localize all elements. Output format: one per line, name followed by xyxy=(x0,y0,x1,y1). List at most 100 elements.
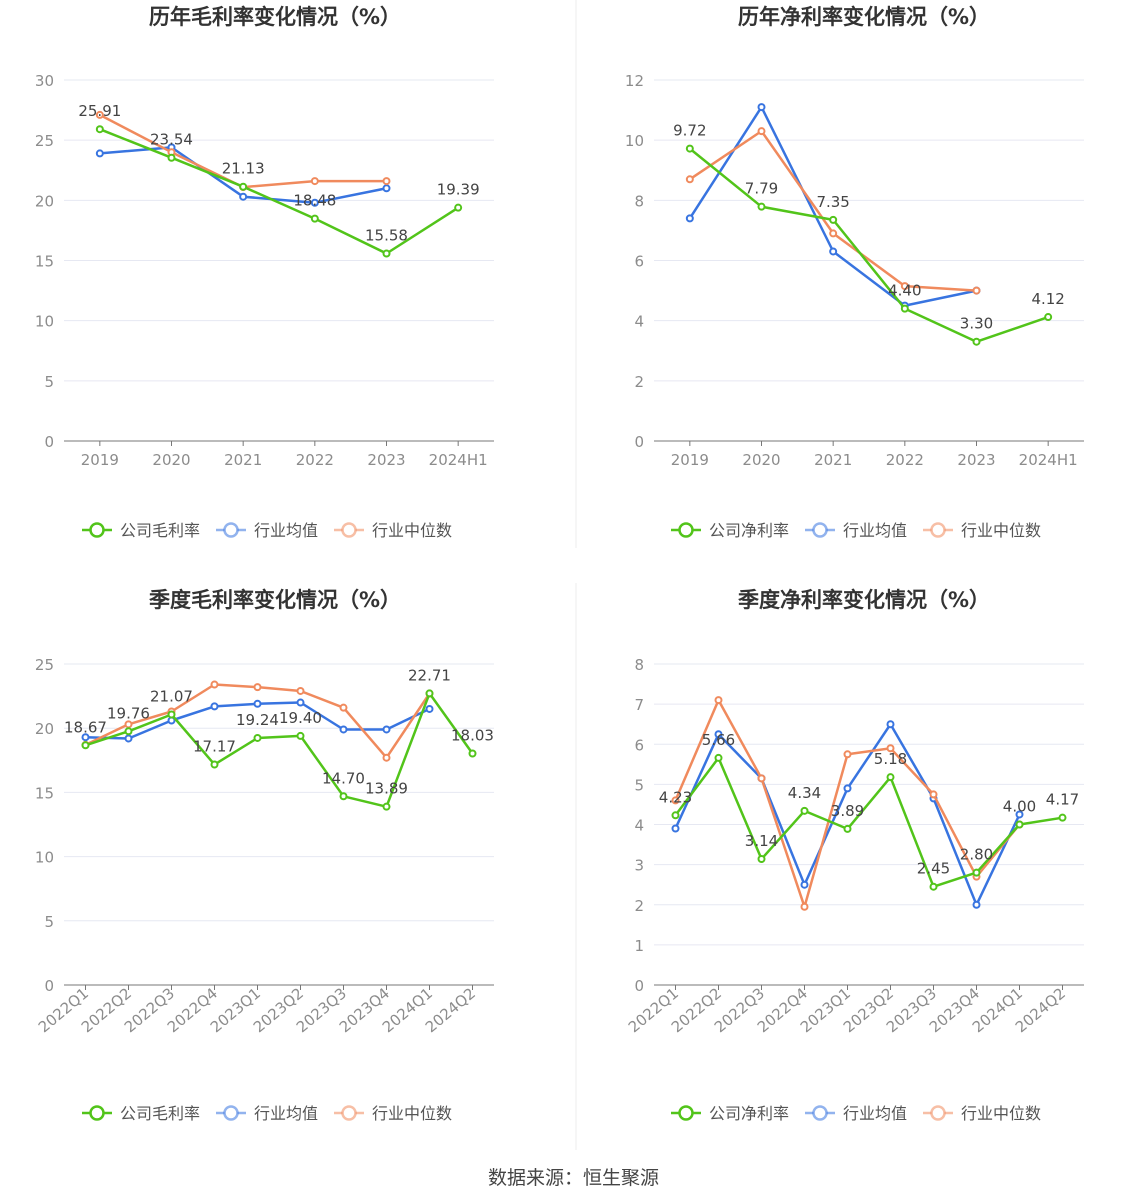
data-point-avg[interactable] xyxy=(95,149,104,158)
data-point-avg[interactable] xyxy=(800,880,809,889)
x-tick-label: 2022 xyxy=(296,451,334,469)
data-point-median[interactable] xyxy=(310,177,319,186)
data-point-company[interactable] xyxy=(843,824,852,833)
data-point-median[interactable] xyxy=(685,175,694,184)
data-point-company[interactable] xyxy=(714,753,723,762)
data-point-company[interactable] xyxy=(929,882,938,891)
data-point-company[interactable] xyxy=(95,125,104,134)
data-point-median[interactable] xyxy=(900,282,909,291)
legend-item-company[interactable]: 公司净利率 xyxy=(671,1104,789,1123)
data-point-company[interactable] xyxy=(382,249,391,258)
data-point-median[interactable] xyxy=(95,110,104,119)
data-point-avg[interactable] xyxy=(1015,810,1024,819)
data-point-company[interactable] xyxy=(829,215,838,224)
data-point-median[interactable] xyxy=(296,686,305,695)
data-point-avg[interactable] xyxy=(382,184,391,193)
data-point-company[interactable] xyxy=(296,731,305,740)
data-point-avg[interactable] xyxy=(714,730,723,739)
data-point-median[interactable] xyxy=(757,774,766,783)
data-point-company[interactable] xyxy=(468,749,477,758)
data-point-company[interactable] xyxy=(81,741,90,750)
legend-item-company[interactable]: 公司净利率 xyxy=(671,521,789,540)
legend-item-avg[interactable]: 行业均值 xyxy=(805,1104,907,1123)
data-point-company[interactable] xyxy=(339,792,348,801)
data-point-median[interactable] xyxy=(714,696,723,705)
data-point-avg[interactable] xyxy=(757,103,766,112)
legend-item-avg[interactable]: 行业均值 xyxy=(216,1104,318,1123)
data-point-company[interactable] xyxy=(685,144,694,153)
data-point-company[interactable] xyxy=(167,710,176,719)
data-label: 23.54 xyxy=(150,131,193,149)
y-tick-label: 8 xyxy=(634,656,644,674)
data-label: 7.79 xyxy=(745,180,778,198)
legend-item-median[interactable]: 行业中位数 xyxy=(334,521,452,540)
data-point-company[interactable] xyxy=(124,727,133,736)
data-point-company[interactable] xyxy=(972,337,981,346)
legend-marker xyxy=(930,1105,946,1121)
y-tick-label: 10 xyxy=(625,132,644,150)
legend-item-median[interactable]: 行业中位数 xyxy=(923,1104,1041,1123)
data-point-avg[interactable] xyxy=(210,702,219,711)
data-point-company[interactable] xyxy=(239,182,248,191)
data-point-company[interactable] xyxy=(886,773,895,782)
legend-item-company[interactable]: 公司毛利率 xyxy=(82,1104,200,1123)
data-point-company[interactable] xyxy=(210,760,219,769)
data-point-median[interactable] xyxy=(253,683,262,692)
data-point-company[interactable] xyxy=(757,202,766,211)
data-point-avg[interactable] xyxy=(685,214,694,223)
data-point-median[interactable] xyxy=(886,744,895,753)
data-point-avg[interactable] xyxy=(843,784,852,793)
data-point-avg[interactable] xyxy=(310,198,319,207)
data-point-avg[interactable] xyxy=(671,824,680,833)
data-point-avg[interactable] xyxy=(124,734,133,743)
data-point-company[interactable] xyxy=(382,802,391,811)
legend-item-median[interactable]: 行业中位数 xyxy=(334,1104,452,1123)
data-point-median[interactable] xyxy=(382,753,391,762)
data-point-median[interactable] xyxy=(843,750,852,759)
data-point-company[interactable] xyxy=(757,855,766,864)
data-point-median[interactable] xyxy=(800,902,809,911)
data-point-avg[interactable] xyxy=(339,725,348,734)
data-point-median[interactable] xyxy=(382,177,391,186)
series-line-company xyxy=(99,128,459,255)
data-point-avg[interactable] xyxy=(239,192,248,201)
data-point-company[interactable] xyxy=(253,733,262,742)
data-point-avg[interactable] xyxy=(886,720,895,729)
x-tick-label: 2020 xyxy=(742,451,780,469)
data-point-avg[interactable] xyxy=(296,698,305,707)
data-point-median[interactable] xyxy=(339,703,348,712)
data-label: 17.17 xyxy=(193,738,236,756)
data-point-median[interactable] xyxy=(829,229,838,238)
x-tick-label: 2021 xyxy=(224,451,262,469)
data-point-company[interactable] xyxy=(425,689,434,698)
data-point-avg[interactable] xyxy=(829,247,838,256)
data-point-median[interactable] xyxy=(929,790,938,799)
y-tick-label: 30 xyxy=(35,72,54,90)
data-point-avg[interactable] xyxy=(253,699,262,708)
data-point-avg[interactable] xyxy=(382,725,391,734)
data-point-company[interactable] xyxy=(167,153,176,162)
data-point-median[interactable] xyxy=(671,796,680,805)
data-point-company[interactable] xyxy=(1058,813,1067,822)
data-label: 19.39 xyxy=(437,181,480,199)
data-point-avg[interactable] xyxy=(81,733,90,742)
data-point-median[interactable] xyxy=(972,286,981,295)
data-point-company[interactable] xyxy=(800,806,809,815)
data-point-median[interactable] xyxy=(210,680,219,689)
data-point-company[interactable] xyxy=(671,811,680,820)
chart-panel-4: 季度净利率变化情况（%）0123456782022Q12022Q22022Q32… xyxy=(625,588,1084,1123)
legend-item-avg[interactable]: 行业均值 xyxy=(216,521,318,540)
data-label: 15.58 xyxy=(365,227,408,245)
data-point-median[interactable] xyxy=(757,127,766,136)
legend-item-avg[interactable]: 行业均值 xyxy=(805,521,907,540)
data-point-company[interactable] xyxy=(900,304,909,313)
data-point-avg[interactable] xyxy=(972,900,981,909)
data-point-company[interactable] xyxy=(1015,820,1024,829)
legend-item-median[interactable]: 行业中位数 xyxy=(923,521,1041,540)
legend-item-company[interactable]: 公司毛利率 xyxy=(82,521,200,540)
data-point-company[interactable] xyxy=(1044,313,1053,322)
data-point-company[interactable] xyxy=(454,203,463,212)
data-point-avg[interactable] xyxy=(425,704,434,713)
data-point-company[interactable] xyxy=(310,214,319,223)
data-point-company[interactable] xyxy=(972,868,981,877)
